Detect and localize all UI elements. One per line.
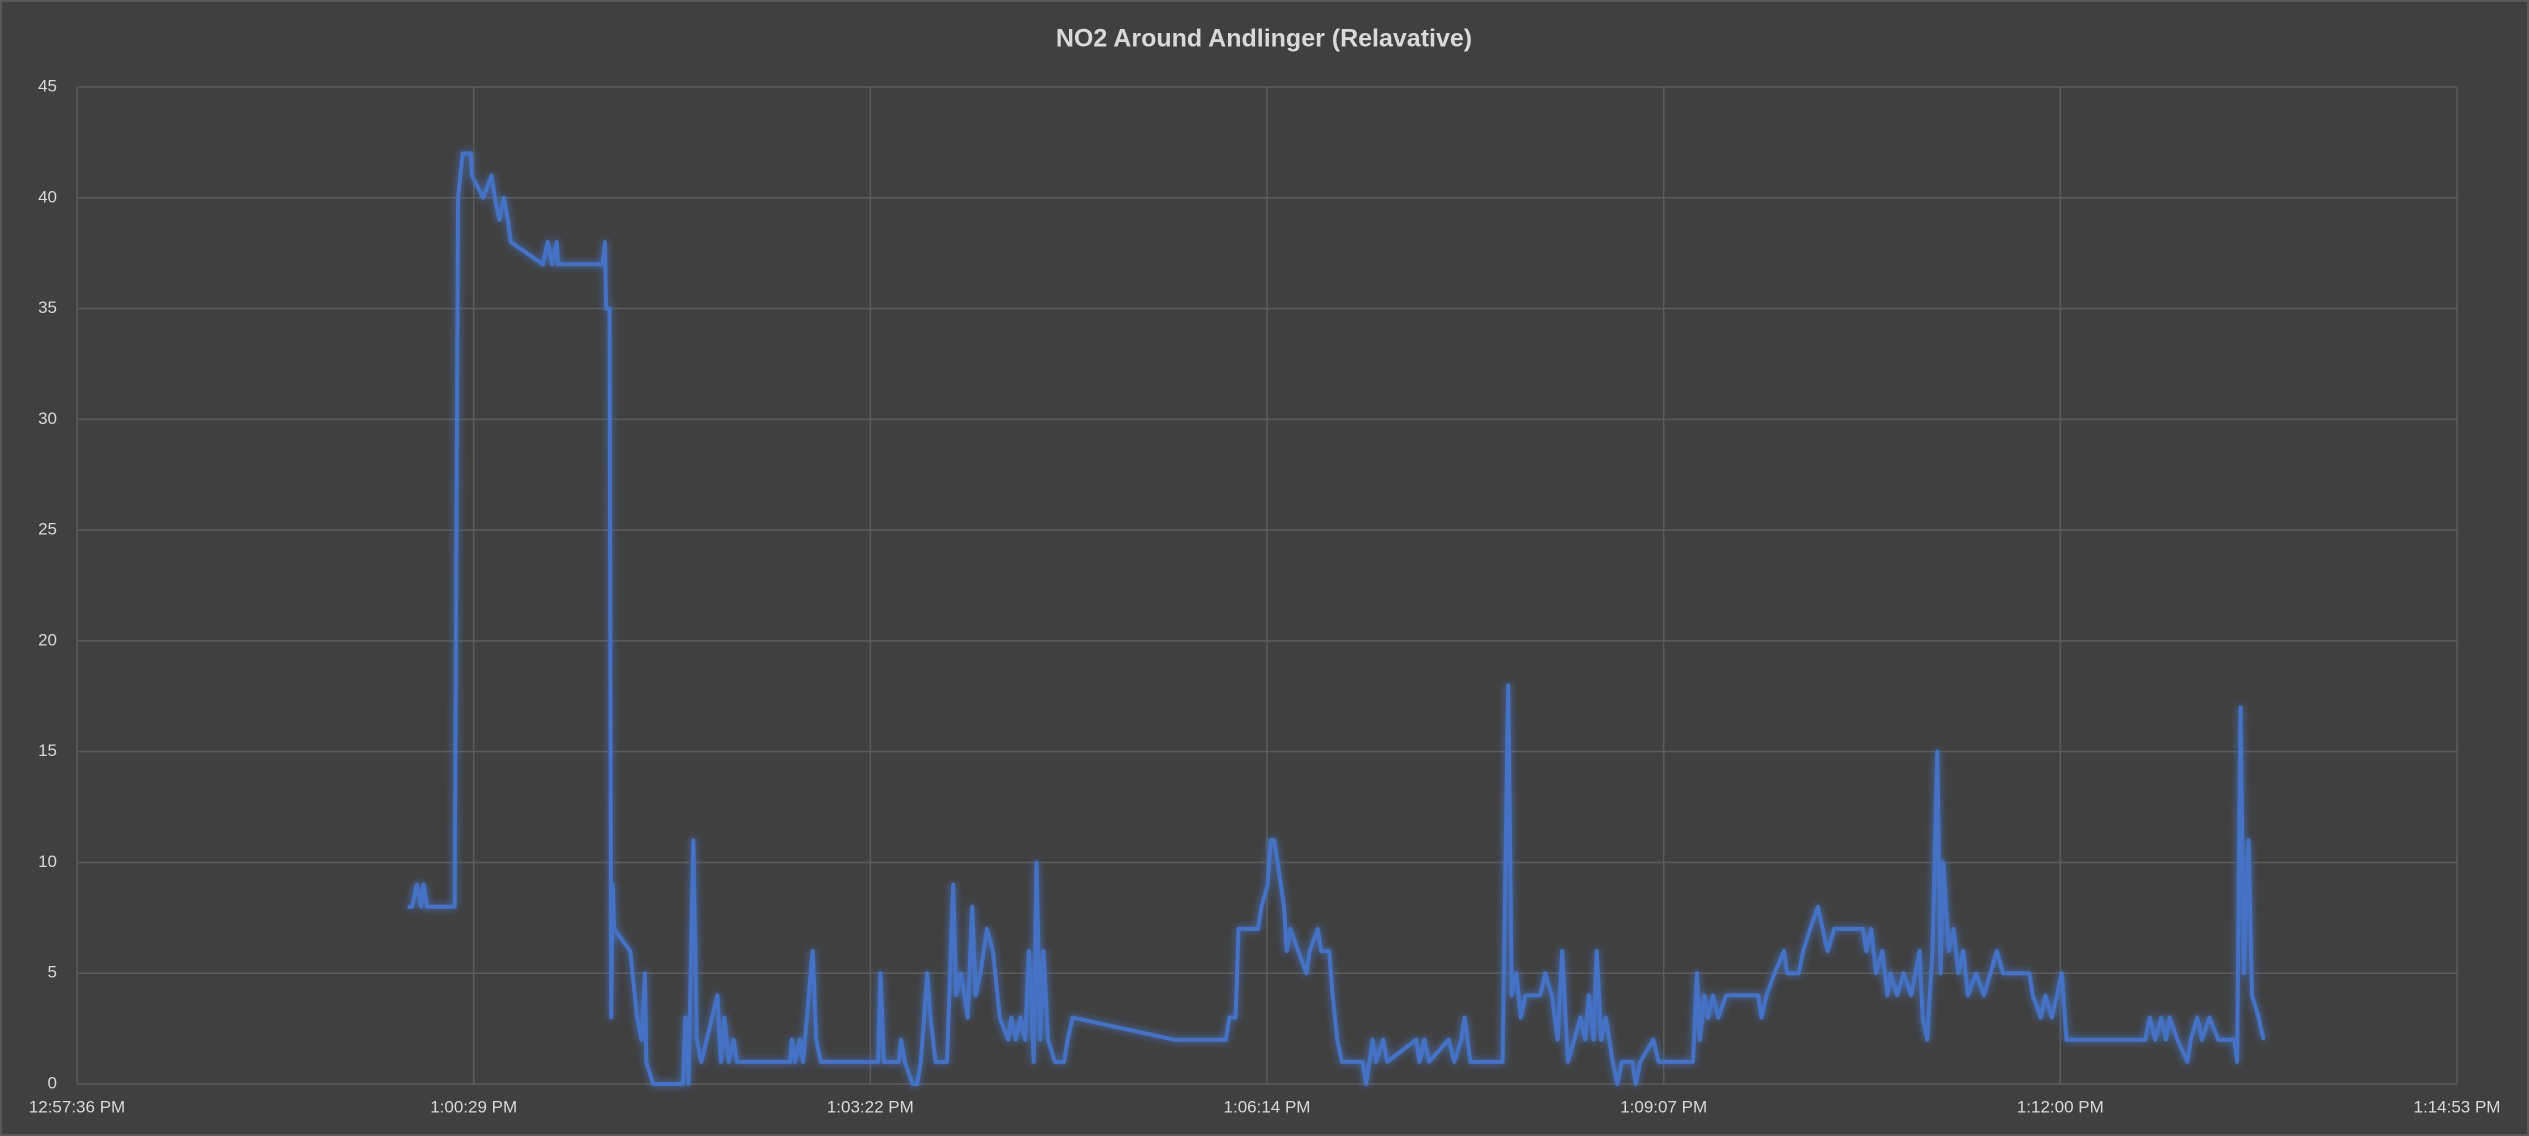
x-tick-label: 1:14:53 PM <box>2414 1097 2501 1116</box>
x-tick-label: 1:09:07 PM <box>1620 1097 1707 1116</box>
y-tick-label: 45 <box>38 76 57 95</box>
y-tick-label: 20 <box>38 630 57 649</box>
data-line <box>407 151 2266 1086</box>
y-tick-label: 0 <box>48 1073 57 1092</box>
y-tick-label: 35 <box>38 298 57 317</box>
chart-title: NO2 Around Andlinger (Relavative) <box>1056 25 1472 53</box>
y-tick-label: 30 <box>38 409 57 428</box>
y-tick-label: 15 <box>38 741 57 760</box>
y-tick-label: 25 <box>38 520 57 539</box>
x-tick-label: 1:03:22 PM <box>827 1097 914 1116</box>
x-tick-label: 12:57:36 PM <box>29 1097 125 1116</box>
x-tick-label: 1:12:00 PM <box>2017 1097 2104 1116</box>
y-tick-label: 5 <box>48 963 57 982</box>
y-tick-label: 10 <box>38 852 57 871</box>
x-tick-label: 1:06:14 PM <box>1224 1097 1311 1116</box>
y-tick-label: 40 <box>38 187 57 206</box>
x-tick-label: 1:00:29 PM <box>430 1097 517 1116</box>
